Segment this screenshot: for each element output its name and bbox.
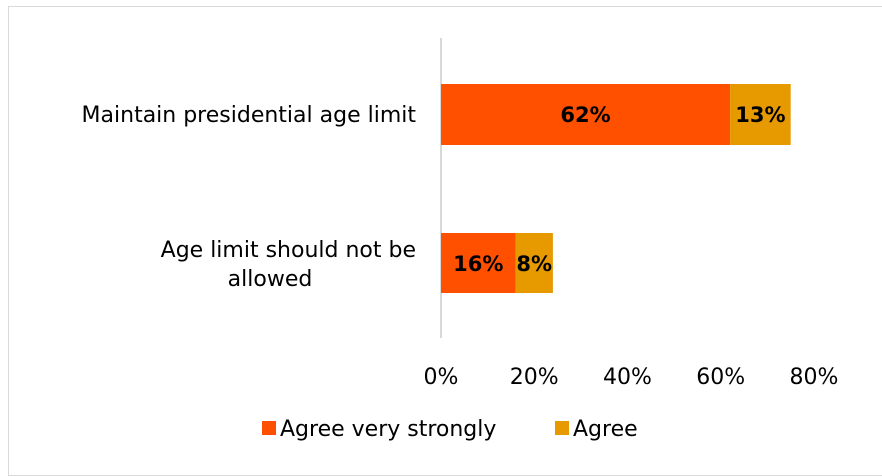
legend-label: Agree very strongly — [280, 417, 496, 442]
data-labels: 62% 13% 16% 8% — [453, 103, 785, 276]
data-label: 8% — [516, 252, 552, 276]
data-label: 16% — [453, 252, 503, 276]
legend-swatch — [555, 421, 569, 435]
x-tick-labels: 0% 20% 40% 60% 80% — [424, 365, 839, 390]
x-tick-label: 60% — [696, 365, 745, 390]
x-tick-label: 20% — [510, 365, 559, 390]
bar-segment — [515, 233, 553, 293]
category-label: Age limit should not be allowed — [161, 238, 416, 292]
bar-segment — [441, 84, 731, 145]
bar-segment — [441, 233, 516, 293]
data-label: 13% — [735, 103, 785, 127]
legend-swatch — [262, 421, 276, 435]
data-label: 62% — [560, 103, 610, 127]
x-tick-label: 40% — [603, 365, 652, 390]
legend-label: Agree — [573, 417, 638, 442]
x-tick-label: 80% — [790, 365, 839, 390]
category-labels: Maintain presidential age limit Age limit… — [82, 103, 417, 292]
bar-segment — [730, 84, 791, 145]
legend: Agree very strongly Agree — [262, 417, 638, 442]
bar-chart: Maintain presidential age limit Age limit… — [82, 38, 839, 442]
x-tick-label: 0% — [424, 365, 459, 390]
bars — [441, 84, 791, 293]
category-label: Maintain presidential age limit — [82, 103, 417, 128]
